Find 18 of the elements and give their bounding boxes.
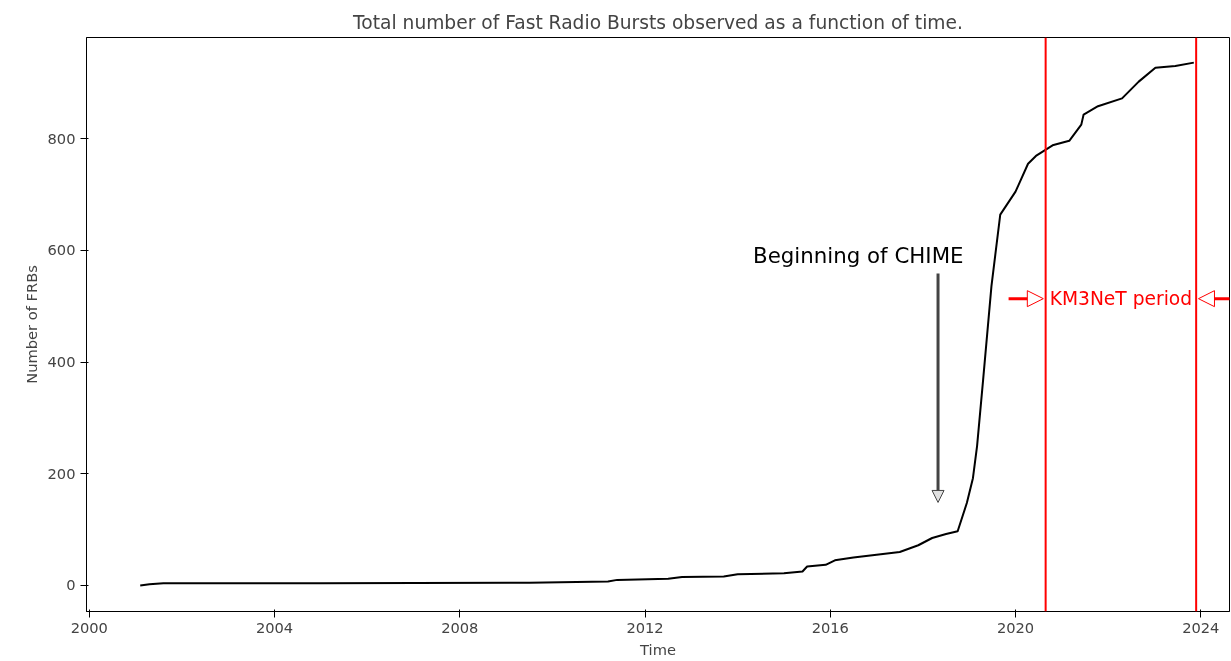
x-tick-label: 2020: [996, 618, 1035, 636]
x-tick-label: 2008: [441, 618, 479, 636]
y-tick-label: 200: [47, 464, 76, 482]
annotation: KM3NeT period: [1049, 288, 1193, 310]
x-axis-title: Time: [639, 640, 676, 658]
annotation: Beginning of CHIME: [753, 242, 964, 268]
line-series: [139, 61, 1195, 587]
chart-title: Total number of Fast Radio Bursts observed as a function of time.: [352, 11, 963, 33]
y-tick-label: 800: [47, 129, 76, 147]
y-axis-title: Number of FRBs: [22, 265, 40, 384]
y-tick-label: 600: [47, 241, 76, 259]
x-tick-label: 2024: [1182, 618, 1220, 636]
x-tick-label: 2000: [70, 618, 108, 636]
x-tick-label: 2004: [255, 618, 294, 636]
y-tick-label: 400: [47, 353, 76, 371]
y-tick-label: 0: [66, 576, 76, 594]
x-tick-label: 2016: [811, 618, 849, 636]
x-tick-label: 2012: [626, 618, 664, 636]
